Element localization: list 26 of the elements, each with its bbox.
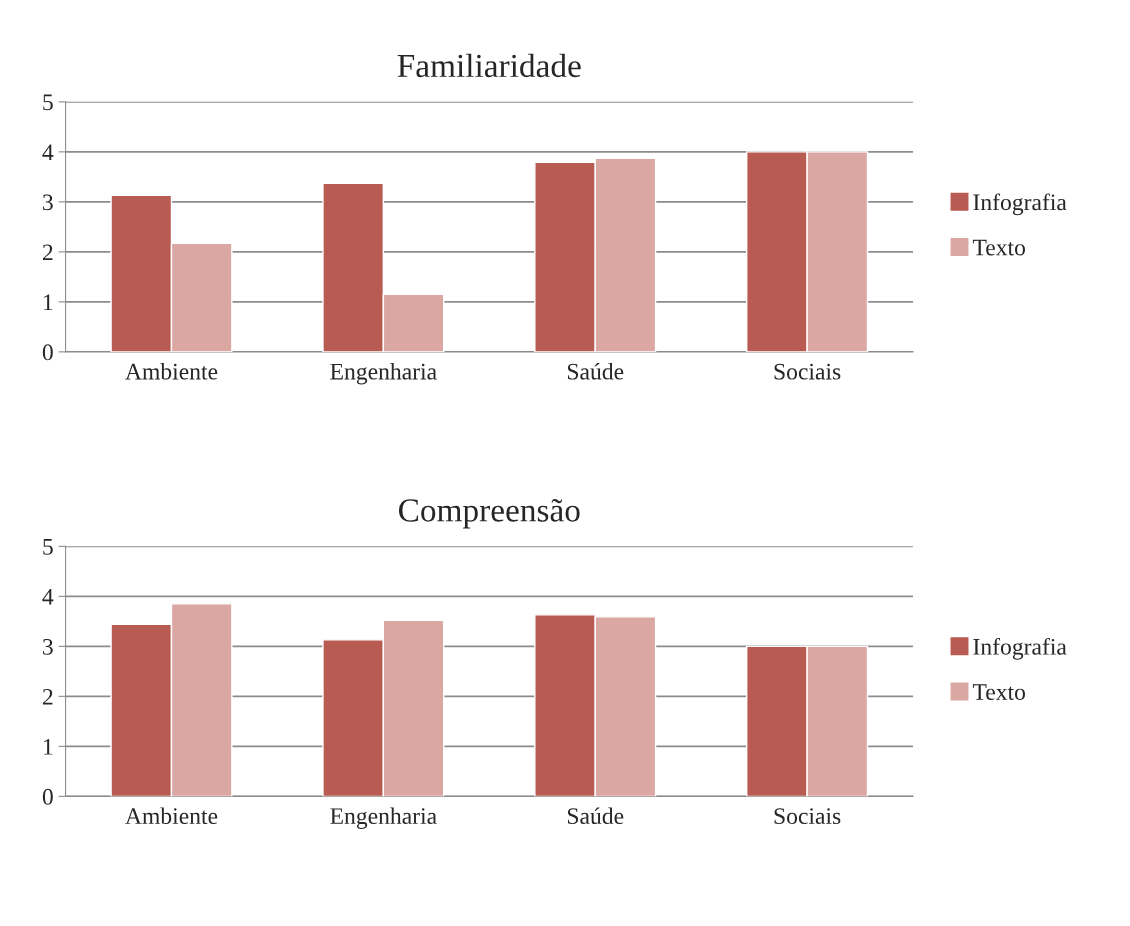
x-tick-label: Sociais [774, 363, 841, 380]
legend-label: Texto [972, 684, 1026, 700]
y-tick-label: 1 [44, 738, 53, 755]
x-tick-label: Ambiente [125, 807, 218, 825]
y-tick-label: 3 [43, 194, 53, 211]
legend-label: Texto [972, 239, 1026, 256]
y-tick-label: 1 [44, 294, 53, 311]
y-tick-label: 3 [43, 638, 53, 655]
chart-title: Compreensão [399, 498, 580, 529]
x-tick-label: Engenharia [330, 362, 437, 385]
legend-label: Infografia [973, 637, 1067, 660]
legend-label: Infografia [973, 193, 1067, 216]
x-tick-label: Ambiente [125, 362, 218, 380]
y-tick-label: 0 [42, 788, 53, 805]
y-tick-label: 4 [42, 144, 54, 161]
y-tick-label: 0 [42, 344, 53, 361]
x-tick-label: Saúde [567, 362, 624, 380]
y-tick-label: 2 [42, 688, 53, 705]
x-tick-label: Engenharia [330, 807, 437, 829]
y-tick-label: 5 [43, 94, 53, 111]
y-tick-label: 4 [42, 588, 54, 605]
x-tick-label: Saúde [567, 807, 624, 825]
x-tick-label: Sociais [774, 808, 841, 825]
y-tick-label: 5 [43, 539, 53, 555]
y-tick-label: 2 [42, 244, 53, 261]
chart-title: Familiaridade [397, 53, 581, 78]
